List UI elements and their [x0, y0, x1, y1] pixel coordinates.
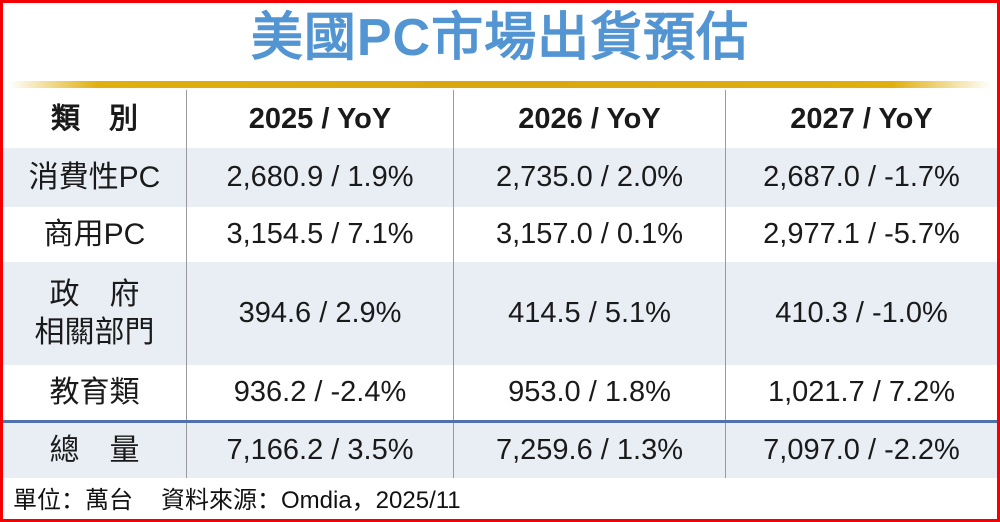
cell-2026: 953.0 / 1.8% — [453, 365, 725, 420]
cell-2025: 936.2 / -2.4% — [186, 365, 453, 420]
row-category: 總 量 — [49, 433, 140, 467]
page-title: 美國PC市場出貨預估 — [250, 9, 750, 67]
table-header-row: 類 別 2025 / YoY 2026 / YoY 2027 / YoY — [3, 90, 997, 148]
total-rule — [3, 420, 997, 423]
table-row-education: 教育類 936.2 / -2.4% 953.0 / 1.8% 1,021.7 /… — [3, 365, 997, 420]
gold-divider — [9, 81, 991, 88]
pc-shipment-table: 類 別 2025 / YoY 2026 / YoY 2027 / YoY 消費性… — [3, 90, 997, 478]
cell-2025: 2,680.9 / 1.9% — [186, 148, 453, 207]
footnote: 單位：萬台 資料來源：Omdia，2025/11 — [3, 478, 997, 516]
table-row-consumer-pc: 消費性PC 2,680.9 / 1.9% 2,735.0 / 2.0% 2,68… — [3, 148, 997, 207]
header-category: 類 別 — [50, 102, 138, 135]
cell-2025: 7,166.2 / 3.5% — [186, 423, 453, 478]
cell-2025: 3,154.5 / 7.1% — [186, 207, 453, 262]
header-2027: 2027 / YoY — [725, 90, 997, 148]
table-row-government: 政 府 相關部門 394.6 / 2.9% 414.5 / 5.1% 410.3… — [3, 262, 997, 365]
header-2026: 2026 / YoY — [453, 90, 725, 148]
unit-label: 單位：萬台 — [13, 486, 133, 514]
cell-2026: 7,259.6 / 1.3% — [453, 423, 725, 478]
row-category: 教育類 — [49, 375, 140, 409]
cell-2027: 410.3 / -1.0% — [725, 262, 997, 365]
cell-2027: 2,687.0 / -1.7% — [725, 148, 997, 207]
source-label: 資料來源：Omdia，2025/11 — [161, 486, 461, 514]
cell-2027: 1,021.7 / 7.2% — [725, 365, 997, 420]
cell-2027: 2,977.1 / -5.7% — [725, 207, 997, 262]
cell-2026: 414.5 / 5.1% — [453, 262, 725, 365]
cell-2026: 2,735.0 / 2.0% — [453, 148, 725, 207]
cell-2027: 7,097.0 / -2.2% — [725, 423, 997, 478]
header-2025: 2025 / YoY — [186, 90, 453, 148]
row-category: 消費性PC — [28, 160, 161, 194]
cell-2025: 394.6 / 2.9% — [186, 262, 453, 365]
table-row-total: 總 量 7,166.2 / 3.5% 7,259.6 / 1.3% 7,097.… — [3, 423, 997, 478]
row-category: 商用PC — [43, 217, 146, 251]
table-row-business-pc: 商用PC 3,154.5 / 7.1% 3,157.0 / 0.1% 2,977… — [3, 207, 997, 262]
row-category: 政 府 相關部門 — [34, 278, 155, 349]
cell-2026: 3,157.0 / 0.1% — [453, 207, 725, 262]
